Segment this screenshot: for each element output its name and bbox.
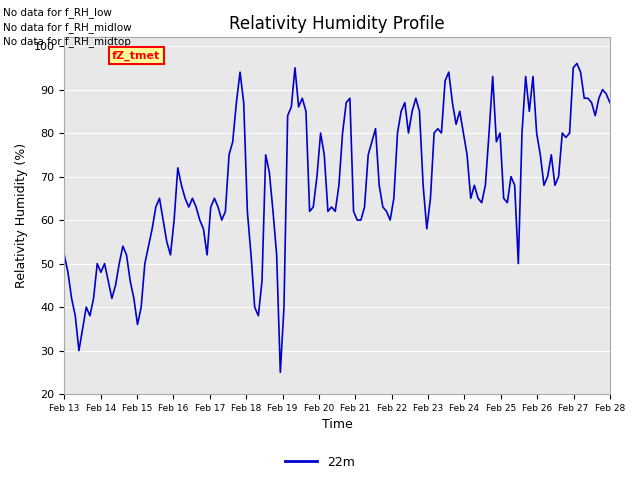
Text: No data for f_RH_low: No data for f_RH_low — [3, 7, 112, 18]
Text: fZ_tmet: fZ_tmet — [112, 50, 160, 60]
Title: Relativity Humidity Profile: Relativity Humidity Profile — [229, 15, 445, 33]
Y-axis label: Relativity Humidity (%): Relativity Humidity (%) — [15, 143, 28, 288]
X-axis label: Time: Time — [322, 419, 353, 432]
Text: No data for f_RH_midlow: No data for f_RH_midlow — [3, 22, 132, 33]
Legend: 22m: 22m — [280, 451, 360, 474]
Text: No data for f_RH_midtop: No data for f_RH_midtop — [3, 36, 131, 47]
